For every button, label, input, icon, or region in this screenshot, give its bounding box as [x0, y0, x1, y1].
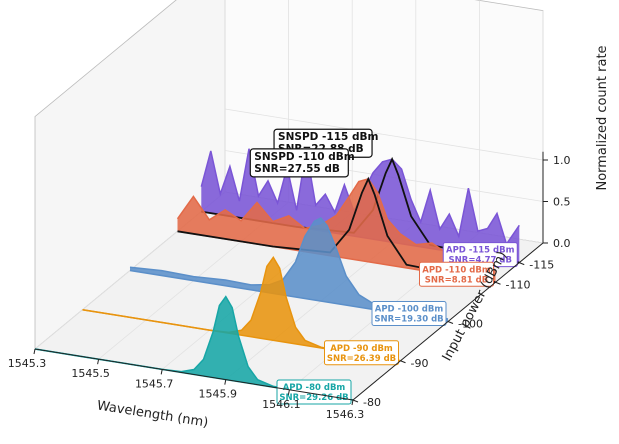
series-area-3 [177, 178, 496, 283]
apd-annotation-label: APD -90 dBm [330, 344, 393, 354]
apd-annotation-box [371, 301, 447, 326]
z-tick-label: 0.5 [553, 196, 571, 209]
x-axis-label: Wavelength (nm) [96, 398, 209, 430]
x-axis-line [34, 348, 354, 401]
apd-annotation-box [276, 379, 352, 405]
apd-annotation-snr: SNR=19.30 dB [374, 315, 443, 325]
y-tick-label: -115 [529, 259, 554, 272]
snspd-annotation-snr: SNR=27.55 dB [254, 163, 340, 175]
x-tick-mark [287, 389, 290, 395]
x-tick-mark [33, 348, 36, 355]
apd-annotation-snr: SNR=26.39 dB [327, 354, 396, 364]
y-tick-mark [447, 321, 454, 324]
y-tick-label: -90 [411, 357, 429, 370]
x-tick-mark [351, 399, 354, 406]
x-tick-label: 1546.3 [326, 408, 365, 421]
x-tick-mark [224, 379, 227, 385]
y-tick-label: -100 [458, 318, 483, 331]
apd-annotation-box [324, 340, 399, 366]
x-tick-label: 1545.5 [71, 367, 110, 380]
apd-annotation-label: APD -100 dBm [375, 305, 444, 315]
series-line-3 [176, 178, 496, 271]
apd-annotation-snr: SNR=4.77 dB [449, 256, 512, 266]
y-tick-label: -110 [506, 278, 531, 291]
x-tick-label: 1545.9 [199, 388, 238, 401]
snspd-annotation-label: SNSPD -110 dBm [254, 151, 354, 163]
x-tick-label: 1545.7 [135, 377, 174, 390]
snspd-annotation-label: SNSPD -115 dBm [278, 131, 378, 143]
y-tick-label: -80 [363, 396, 381, 409]
apd-annotation-snr: SNR=29.26 dB [279, 393, 348, 403]
x-tick-mark [160, 369, 163, 375]
y-tick-mark [400, 360, 406, 364]
apd-annotation-box [419, 261, 494, 287]
x-tick-label: 1545.3 [8, 357, 47, 370]
y-tick-mark [519, 262, 525, 266]
y-tick-mark [352, 399, 359, 403]
snspd-annotation-box [249, 148, 349, 178]
x-tick-label: 1546.1 [262, 398, 301, 411]
apd-annotation-label: APD -80 dBm [283, 383, 346, 393]
apd-annotation-label: APD -110 dBm [422, 265, 491, 275]
apd-annotation-snr: SNR=8.81 dB [425, 275, 488, 285]
z-tick-label: 0.0 [553, 237, 571, 250]
apd-annotation-label: APD -115 dBm [446, 246, 515, 256]
grid-line-back-z [224, 108, 544, 161]
z-axis-label: Normalized count rate [595, 45, 610, 190]
y-tick-mark [495, 281, 501, 285]
x-tick-mark [97, 359, 100, 365]
z-tick-label: 1.0 [553, 154, 571, 167]
axes-layer: 1545.3 1545.5 1545.7 1545.9 1546.1 1546.3-80 -… [8, 151, 571, 421]
